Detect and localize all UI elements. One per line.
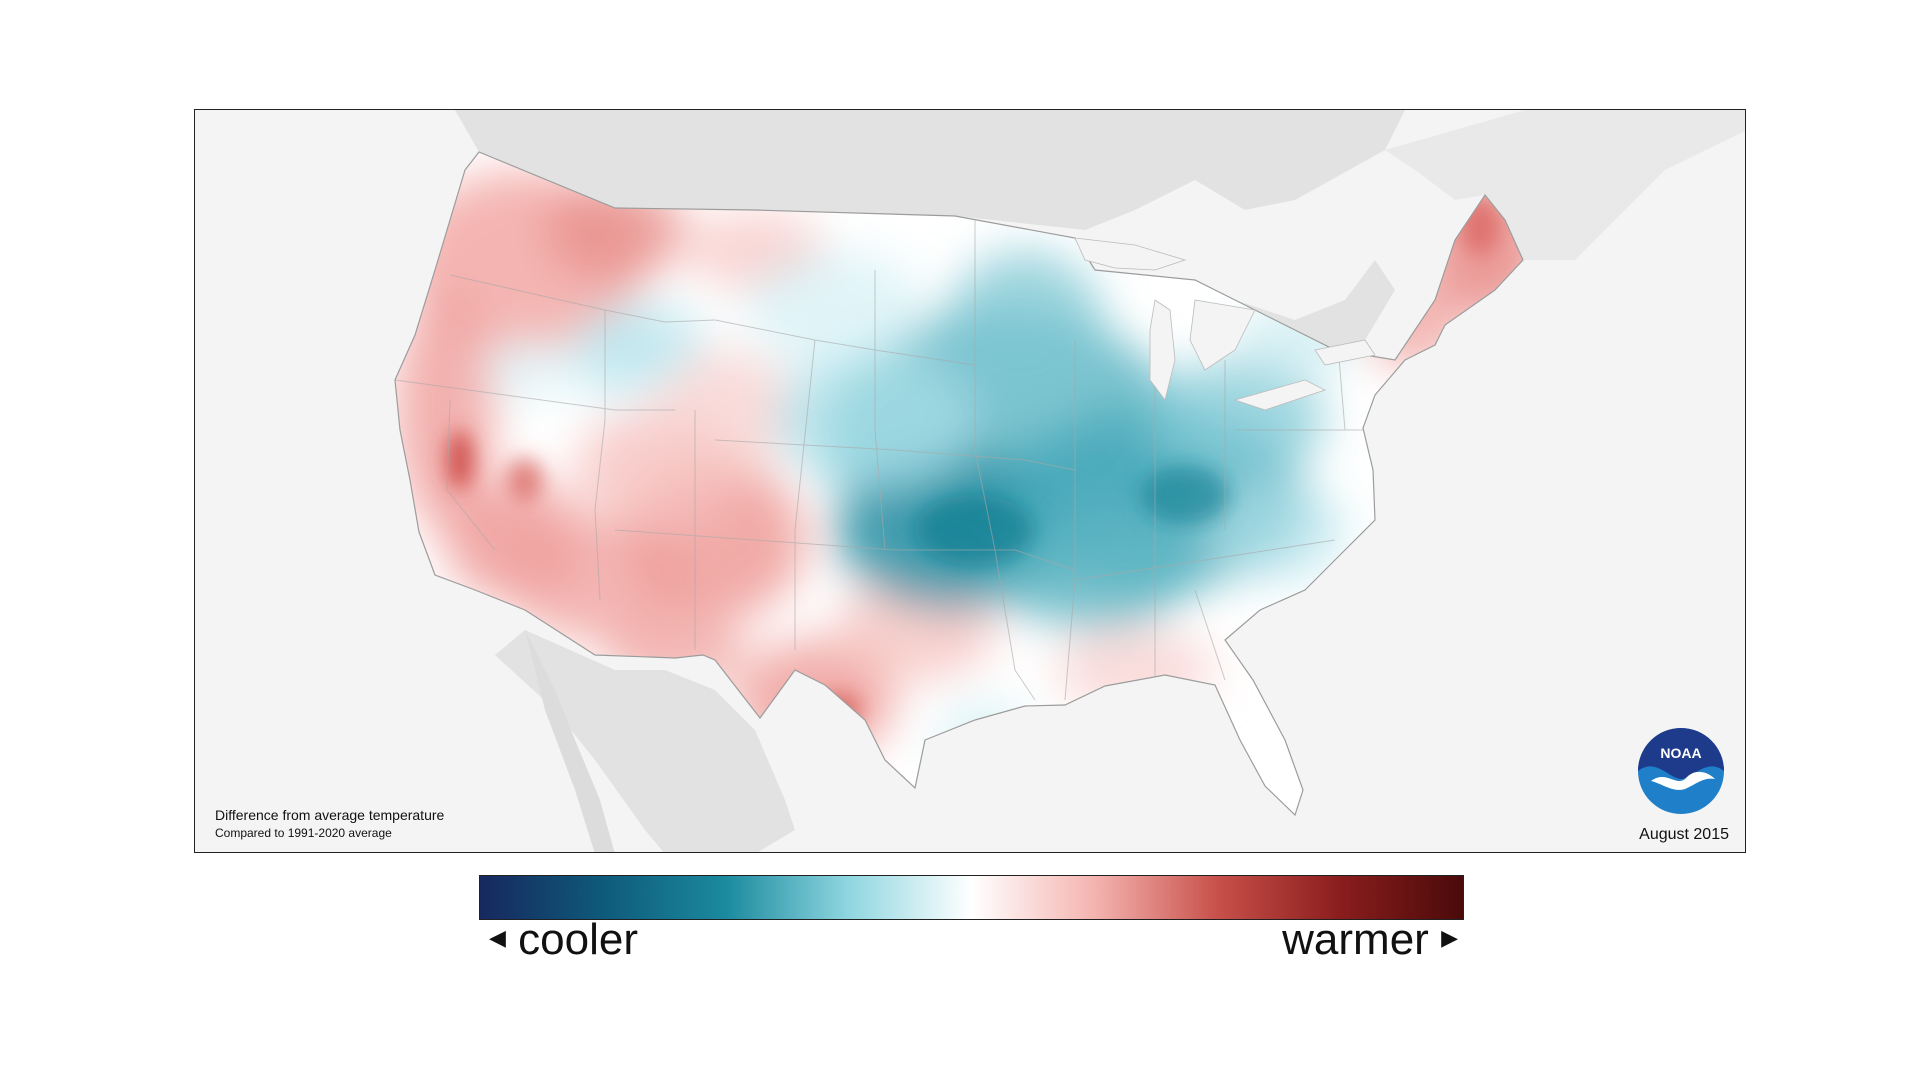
legend-warmer-label: warmer	[1282, 915, 1429, 964]
legend-warmer: warmer ▶	[1282, 918, 1458, 962]
great-lakes	[1074, 237, 1376, 411]
noaa-logo: NOAA	[1637, 727, 1725, 815]
arrow-left-icon: ◀	[489, 925, 506, 951]
us-outline	[394, 151, 1524, 817]
color-scale-bar	[479, 875, 1464, 920]
arrow-right-icon: ▶	[1441, 925, 1458, 951]
date-label: August 2015	[1639, 826, 1729, 843]
surrounding-land	[455, 110, 1745, 852]
state-boundaries	[395, 220, 1365, 701]
legend-cooler: ◀ cooler	[489, 918, 638, 962]
noaa-emblem-icon: NOAA	[1638, 728, 1724, 814]
map-caption-subtitle: Compared to 1991-2020 average	[215, 826, 392, 840]
legend-cooler-label: cooler	[518, 915, 638, 964]
anomaly-map	[394, 110, 1745, 852]
noaa-logo-text: NOAA	[1660, 745, 1701, 761]
map-panel: Difference from average temperature Comp…	[194, 109, 1746, 853]
map-caption-title: Difference from average temperature	[215, 807, 445, 823]
